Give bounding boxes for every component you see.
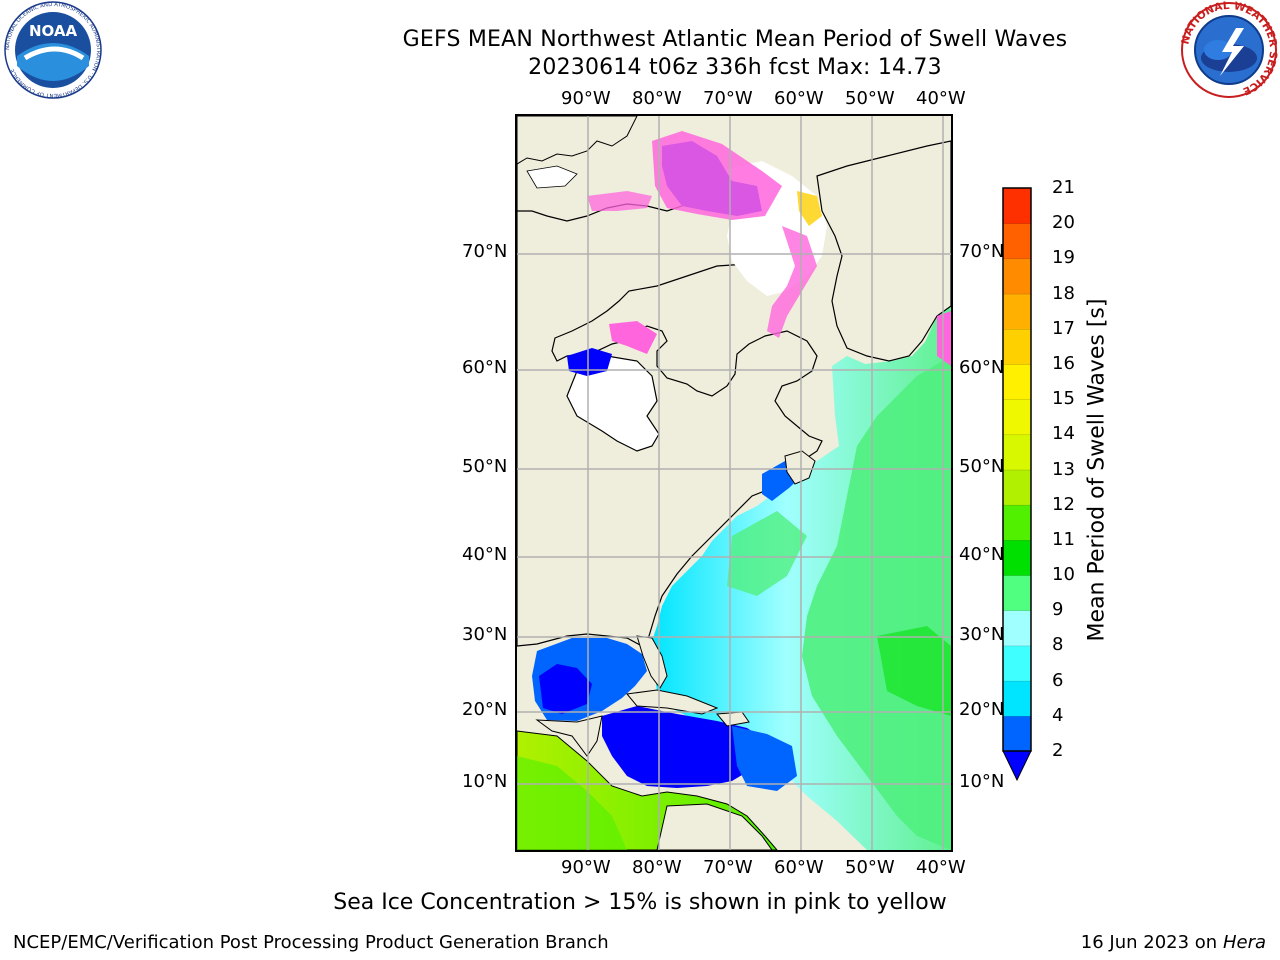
lat-label-right-40n: 40°N (959, 544, 1005, 565)
colorbar-tick-label: 11 (1052, 528, 1075, 550)
colorbar-segment (1002, 574, 1032, 611)
gulf-of-mexico-core (539, 664, 592, 714)
colorbar-tick-label: 2 (1052, 740, 1064, 761)
newfoundland-land (784, 450, 816, 485)
colorbar-segment (1002, 398, 1032, 436)
arctic-channel (526, 165, 578, 189)
map-subtitle: 20230614 t06z 336h fcst Max: 14.73 (528, 55, 942, 80)
colorbar-segment (1002, 645, 1032, 682)
colorbar-segment (1002, 363, 1032, 400)
colorbar-tick-label: 4 (1052, 704, 1064, 726)
lat-label-left-60n: 60°N (462, 357, 508, 378)
colorbar-tick-label: 17 (1052, 317, 1075, 339)
colorbar-segment (1002, 222, 1032, 260)
colorbar-segment (1002, 293, 1032, 330)
map-canvas (517, 116, 951, 850)
greenland-land (816, 140, 951, 362)
lat-label-left-10n: 10°N (462, 771, 508, 792)
lat-label-right-70n: 70°N (959, 241, 1005, 262)
lon-label-top-80w: 80°W (632, 88, 682, 109)
footer-branch: NCEP/EMC/Verification Post Processing Pr… (13, 932, 609, 953)
colorbar-tick-label: 8 (1052, 634, 1064, 656)
northern-ice-fringe (587, 191, 652, 211)
cuba-land (626, 689, 719, 715)
colorbar-segment (1002, 434, 1032, 471)
colorbar-segment (1002, 258, 1032, 295)
colorbar-tick-label: 21 (1052, 177, 1075, 198)
lon-label-bottom-80w: 80°W (632, 857, 682, 878)
colorbar-tick-label: 10 (1052, 564, 1075, 586)
south-america-interior (656, 803, 773, 850)
colorbar-tick-label: 15 (1052, 388, 1075, 410)
hudson-bay-ice (567, 348, 612, 376)
colorbar-tick-label: 6 (1052, 669, 1064, 691)
baffin-ice-edge (652, 131, 782, 220)
lon-label-top-90w: 90°W (561, 88, 611, 109)
colorbar-tick-label: 13 (1052, 458, 1075, 480)
colorbar-under-triangle (1002, 750, 1032, 782)
colorbar-segment (1002, 469, 1032, 506)
noaa-logo-text: NOAA (29, 22, 78, 40)
colorbar-title: Mean Period of Swell Waves [s] (1084, 298, 1110, 642)
ice-fringe-yellow (797, 191, 822, 226)
footer-date: 16 Jun 2023 on Hera (1081, 932, 1266, 953)
lat-label-left-30n: 30°N (462, 624, 508, 645)
colorbar-segments (1002, 187, 1032, 752)
colorbar (1002, 187, 1032, 782)
colorbar-segment (1002, 504, 1032, 541)
lat-label-left-70n: 70°N (462, 241, 508, 262)
colorbar-frame (1002, 187, 1032, 752)
lat-label-right-30n: 30°N (959, 624, 1005, 645)
lat-label-left-20n: 20°N (462, 699, 508, 720)
hudson-bay-ice-edge (609, 321, 657, 354)
footer-date-text: 16 Jun 2023 on (1080, 932, 1218, 953)
footer-machine: Hera (1222, 932, 1266, 953)
lat-label-right-20n: 20°N (959, 699, 1005, 720)
nws-logo: NATIONAL WEATHER SERVICE (1179, 0, 1279, 98)
colorbar-tick-label: 20 (1052, 212, 1075, 234)
colorbar-tick-label: 16 (1052, 352, 1075, 374)
eastern-atlantic-long-swell (802, 356, 951, 850)
central-america-green (517, 756, 627, 850)
lat-label-left-50n: 50°N (462, 456, 508, 477)
colorbar-segment (1002, 715, 1032, 752)
sea-ice-note: Sea Ice Concentration > 15% is shown in … (333, 890, 947, 915)
lon-label-top-70w: 70°W (703, 88, 753, 109)
eastern-atlantic-10s-patch (877, 626, 951, 716)
noaa-logo: NOAA NATIONAL OCEANIC AND ATMOSPHERIC AD… (4, 1, 102, 99)
colorbar-tick-label: 12 (1052, 493, 1075, 515)
colorbar-segment (1002, 680, 1032, 717)
map-panel[interactable] (515, 114, 953, 852)
lon-label-bottom-40w: 40°W (916, 857, 966, 878)
yucatan-land (535, 715, 603, 757)
lat-label-right-10n: 10°N (959, 771, 1005, 792)
lon-label-bottom-50w: 50°W (845, 857, 895, 878)
lon-label-top-40w: 40°W (916, 88, 966, 109)
colorbar-tick-label: 19 (1052, 247, 1075, 269)
arctic-islands (517, 116, 638, 165)
lon-label-bottom-60w: 60°W (774, 857, 824, 878)
lat-label-right-60n: 60°N (959, 357, 1005, 378)
colorbar-tick-label: 18 (1052, 282, 1075, 304)
colorbar-segment (1002, 610, 1032, 647)
colorbar-tick-label: 14 (1052, 423, 1075, 445)
caribbean-east (732, 726, 797, 791)
colorbar-segment (1002, 539, 1032, 576)
colorbar-segment (1002, 328, 1032, 365)
caribbean-sea (602, 706, 767, 788)
lon-label-bottom-70w: 70°W (703, 857, 753, 878)
colorbar-tick-label: 9 (1052, 599, 1064, 621)
lon-label-top-50w: 50°W (845, 88, 895, 109)
greenland-east-ice (937, 311, 951, 366)
lat-label-left-40n: 40°N (462, 544, 508, 565)
colorbar-segment (1002, 187, 1032, 224)
lon-label-bottom-90w: 90°W (561, 857, 611, 878)
graticule (517, 116, 951, 850)
lon-label-top-60w: 60°W (774, 88, 824, 109)
lat-label-right-50n: 50°N (959, 456, 1005, 477)
hudson-bay (566, 355, 660, 452)
western-atlantic-green-band (727, 511, 807, 596)
map-title: GEFS MEAN Northwest Atlantic Mean Period… (402, 27, 1068, 52)
